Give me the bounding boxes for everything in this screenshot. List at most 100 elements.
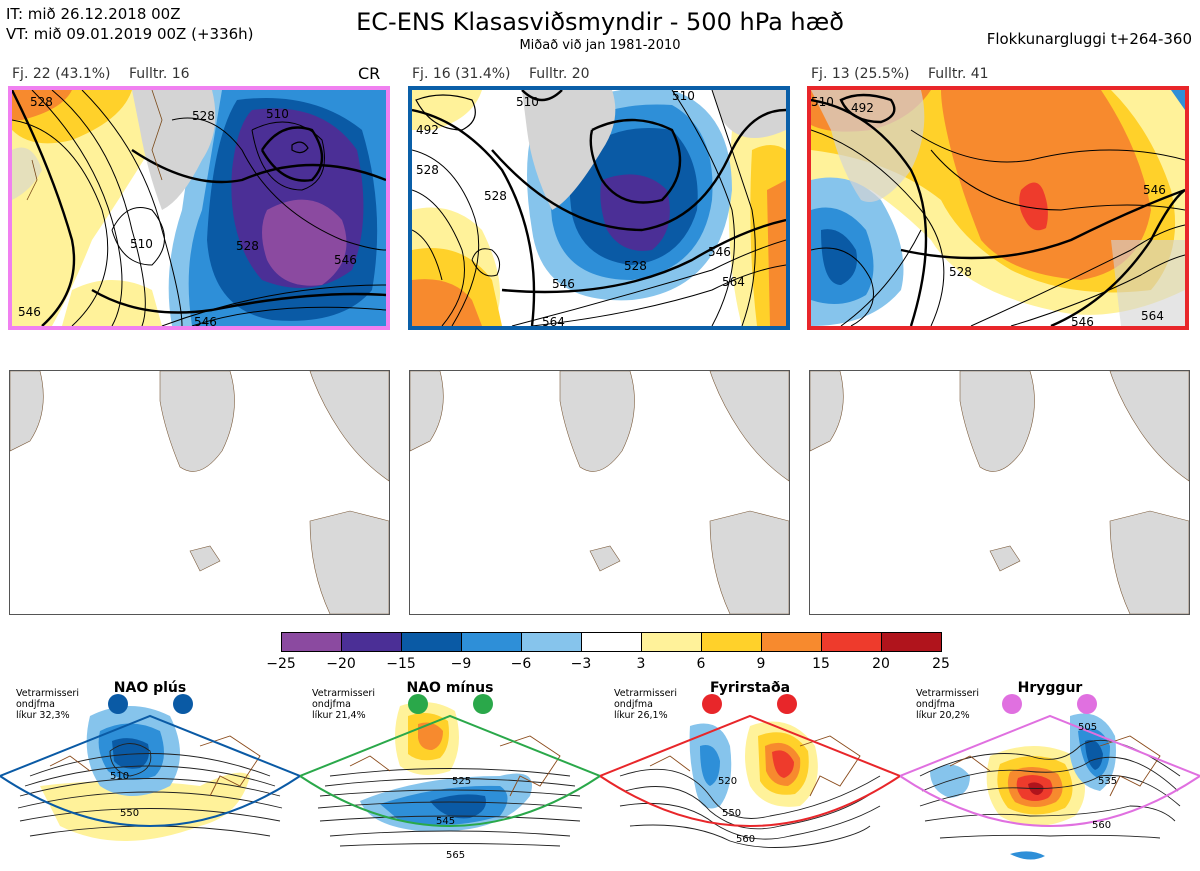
colorbar-swatch <box>521 632 582 652</box>
regime-marker <box>173 694 193 714</box>
colorbar-swatch <box>701 632 762 652</box>
page-title: EC-ENS Klasasviðsmyndir - 500 hPa hæð <box>356 8 844 36</box>
contour-label: 528 <box>192 109 215 123</box>
contour-label: 510 <box>130 237 153 251</box>
regime-ridge: Hryggur Vetrarmisseri ondjfma líkur 20,2… <box>900 676 1200 871</box>
contour-label: 545 <box>436 816 455 827</box>
cluster-2-count: Fj. 16 (31.4%) <box>412 66 511 82</box>
colorbar-tick-label: 9 <box>756 656 766 672</box>
contour-label: 505 <box>1078 722 1097 733</box>
contour-label: 528 <box>484 189 507 203</box>
regime-note: líkur 26,1% <box>614 710 668 721</box>
contour-label: 546 <box>552 277 575 291</box>
issue-time: IT: mið 26.12.2018 00Z <box>6 5 181 23</box>
colorbar-tick-label: 15 <box>812 656 830 672</box>
colorbar-swatch <box>461 632 522 652</box>
contour-label: 510 <box>672 90 695 103</box>
cluster-1-tag: CR <box>358 64 381 83</box>
contour-label: 546 <box>194 315 217 326</box>
contour-label: 510 <box>110 771 129 782</box>
regime-note: líkur 20,2% <box>916 710 970 721</box>
colorbar-tick-label: 20 <box>872 656 890 672</box>
regime-note: ondjfma <box>312 699 351 710</box>
regime-marker <box>473 694 493 714</box>
contour-label: 546 <box>334 253 357 267</box>
contour-label: 546 <box>1143 183 1166 197</box>
contour-label: 520 <box>718 776 737 787</box>
contour-label: 546 <box>708 245 731 259</box>
blank-map-2 <box>409 370 790 615</box>
contour-label: 565 <box>446 850 465 861</box>
cluster-1-label: Fj. 22 (43.1%) Fulltr. 16 <box>12 66 204 82</box>
regime-marker <box>1077 694 1097 714</box>
cluster-1-map: 528 510 528 546 546 546 528 510 <box>8 86 390 330</box>
colorbar-swatch <box>761 632 822 652</box>
page-subtitle: Miðað við jan 1981-2010 <box>519 38 681 53</box>
colorbar-tick-label: −3 <box>570 656 592 672</box>
colorbar-tick-label: −25 <box>266 656 296 672</box>
contour-label: 528 <box>30 95 53 109</box>
regime-marker <box>108 694 128 714</box>
contour-label: 528 <box>949 265 972 279</box>
regime-note: ondjfma <box>916 699 955 710</box>
cluster-1-rep: Fulltr. 16 <box>128 66 190 82</box>
regime-title: NAO plús <box>114 680 186 696</box>
colorbar-swatch <box>341 632 402 652</box>
contour-label: 564 <box>542 315 565 326</box>
contour-label: 564 <box>1141 309 1164 323</box>
colorbar-tick-label: −15 <box>386 656 416 672</box>
contour-label: 528 <box>236 239 259 253</box>
regime-note: Vetrarmisseri <box>312 688 375 699</box>
contour-label: 546 <box>18 305 41 319</box>
valid-time: VT: mið 09.01.2019 00Z (+336h) <box>6 25 254 43</box>
colorbar-swatch <box>581 632 642 652</box>
colorbar-swatch <box>881 632 942 652</box>
contour-label: 510 <box>811 95 834 109</box>
colorbar-tick-label: −20 <box>326 656 356 672</box>
cluster-3-label: Fj. 13 (25.5%) Fulltr. 41 <box>811 66 1003 82</box>
regime-marker <box>777 694 797 714</box>
contour-label: 550 <box>722 808 741 819</box>
blank-map-3 <box>809 370 1190 615</box>
regime-nao-minus: NAO mínus Vetrarmisseri ondjfma líkur 21… <box>300 676 600 871</box>
contour-label: 528 <box>624 259 647 273</box>
colorbar-swatch <box>821 632 882 652</box>
regime-marker <box>1002 694 1022 714</box>
cluster-3-rep: Fulltr. 41 <box>927 66 989 82</box>
regime-note: Vetrarmisseri <box>614 688 677 699</box>
regime-note: Vetrarmisseri <box>916 688 979 699</box>
regime-note: ondjfma <box>614 699 653 710</box>
contour-label: 492 <box>416 123 439 137</box>
contour-label: 492 <box>851 101 874 115</box>
contour-label: 560 <box>1092 820 1111 831</box>
regime-note: Vetrarmisseri <box>16 688 79 699</box>
contour-label: 550 <box>120 808 139 819</box>
contour-label: 525 <box>452 776 471 787</box>
cluster-2-rep: Fulltr. 20 <box>528 66 590 82</box>
header-times: IT: mið 26.12.2018 00Z VT: mið 09.01.201… <box>6 4 254 44</box>
contour-label: 535 <box>1098 776 1117 787</box>
classification-window: Flokkunargluggi t+264-360 <box>986 30 1192 48</box>
regime-marker <box>408 694 428 714</box>
contour-label: 510 <box>516 95 539 109</box>
colorbar-swatch <box>401 632 462 652</box>
regime-blocking: Fyrirstaða Vetrarmisseri ondjfma líkur 2… <box>600 676 900 871</box>
colorbar-tick-label: 6 <box>696 656 706 672</box>
colorbar-tick-label: −6 <box>510 656 532 672</box>
colorbar-tick-label: −9 <box>450 656 472 672</box>
regime-title: NAO mínus <box>407 680 494 696</box>
regime-note: líkur 32,3% <box>16 710 70 721</box>
blank-map-1 <box>9 370 390 615</box>
cluster-2-map: 492 510 528 528 546 564 528 546 564 510 <box>408 86 790 330</box>
regime-title: Fyrirstaða <box>710 680 790 696</box>
regime-nao-plus: NAO plús Vetrarmisseri ondjfma líkur 32,… <box>0 676 300 871</box>
contour-label: 510 <box>266 107 289 121</box>
contour-label: 564 <box>722 275 745 289</box>
colorbar <box>281 632 943 656</box>
cluster-1-count: Fj. 22 (43.1%) <box>12 66 111 82</box>
cluster-3-map: 492 510 528 546 546 564 <box>807 86 1189 330</box>
regime-title: Hryggur <box>1018 680 1083 696</box>
colorbar-swatch <box>281 632 342 652</box>
colorbar-tick-label: 3 <box>636 656 646 672</box>
colorbar-swatches <box>281 632 942 652</box>
